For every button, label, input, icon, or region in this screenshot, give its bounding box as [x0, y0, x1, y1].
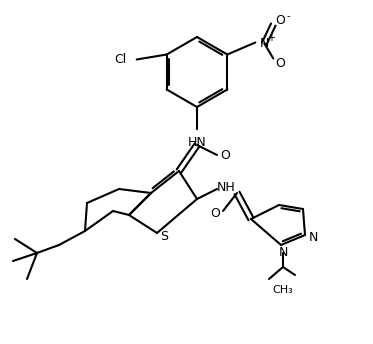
Text: O: O	[275, 57, 285, 70]
Text: Cl: Cl	[115, 53, 127, 66]
Text: N: N	[308, 230, 318, 244]
Text: O: O	[220, 149, 230, 161]
Text: HN: HN	[188, 136, 206, 149]
Text: N: N	[260, 37, 269, 50]
Text: O: O	[210, 206, 220, 219]
Text: -: -	[286, 11, 290, 22]
Text: CH₃: CH₃	[273, 285, 294, 295]
Text: O: O	[275, 14, 285, 27]
Text: NH: NH	[217, 181, 235, 194]
Text: S: S	[160, 229, 168, 243]
Text: N: N	[278, 247, 288, 259]
Text: +: +	[267, 32, 275, 43]
